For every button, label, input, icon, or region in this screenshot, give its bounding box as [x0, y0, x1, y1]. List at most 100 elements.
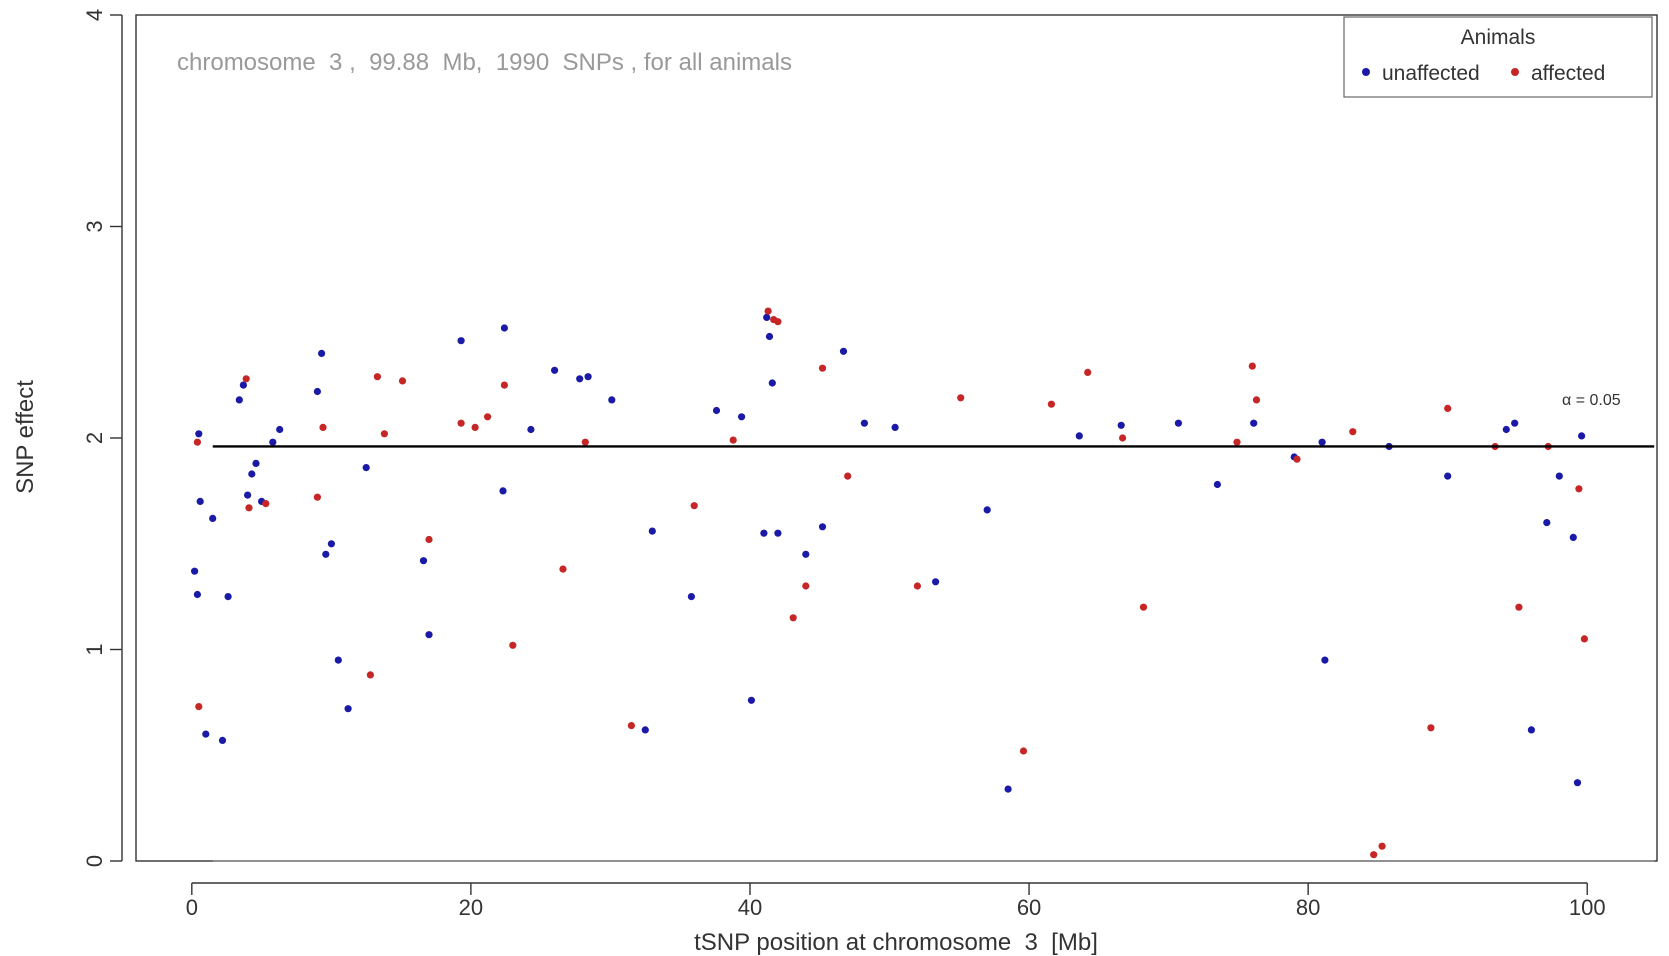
point-affected: [262, 500, 270, 508]
point-affected: [729, 436, 737, 444]
point-affected: [1349, 428, 1357, 436]
point-unaffected: [224, 593, 232, 601]
point-unaffected: [712, 406, 721, 415]
point-unaffected: [839, 347, 848, 355]
y-tick-label: 2: [82, 432, 107, 444]
point-unaffected: [765, 332, 774, 341]
point-affected: [195, 703, 203, 711]
legend-marker-affected: [1511, 68, 1519, 76]
point-unaffected: [648, 527, 656, 535]
point-unaffected: [584, 373, 592, 381]
legend: Animals unaffected affected: [1343, 16, 1653, 98]
point-unaffected: [747, 696, 756, 704]
point-affected: [1370, 851, 1378, 859]
point-affected: [1248, 362, 1256, 370]
point-affected: [319, 423, 327, 431]
point-affected: [425, 535, 433, 544]
point-unaffected: [500, 324, 508, 332]
point-affected: [789, 614, 797, 622]
point-unaffected: [527, 425, 535, 434]
point-unaffected: [244, 491, 252, 499]
y-axis-label: SNP effect: [12, 380, 39, 494]
point-unaffected: [774, 529, 782, 537]
point-affected: [559, 565, 567, 573]
point-unaffected: [276, 425, 284, 434]
point-unaffected: [891, 423, 899, 431]
point-unaffected: [763, 313, 771, 321]
legend-label-unaffected: unaffected: [1382, 62, 1480, 85]
point-unaffected: [202, 730, 210, 738]
point-unaffected: [322, 550, 330, 558]
point-unaffected: [499, 487, 507, 495]
point-affected: [1233, 438, 1241, 446]
point-affected: [581, 438, 589, 446]
point-affected: [471, 423, 479, 431]
point-affected: [957, 394, 965, 402]
point-unaffected: [191, 567, 199, 575]
x-tick-label: 100: [1569, 895, 1606, 920]
point-unaffected: [738, 413, 746, 421]
point-unaffected: [269, 438, 277, 446]
point-unaffected: [1569, 533, 1577, 542]
point-unaffected: [425, 631, 433, 639]
point-unaffected: [1555, 472, 1563, 480]
point-affected: [774, 318, 782, 326]
point-affected: [398, 377, 407, 385]
point-unaffected: [760, 529, 768, 537]
legend-marker-unaffected: [1362, 68, 1370, 76]
point-unaffected: [687, 593, 696, 601]
point-unaffected: [983, 506, 991, 514]
point-affected: [1427, 724, 1435, 732]
point-affected: [509, 641, 517, 649]
point-unaffected: [344, 705, 352, 713]
y-tick-label: 3: [82, 220, 107, 232]
point-affected: [1019, 747, 1028, 755]
point-unaffected: [1578, 432, 1586, 440]
legend-box: [1343, 16, 1653, 98]
point-unaffected: [802, 550, 810, 558]
x-tick-label: 20: [459, 895, 483, 920]
point-affected: [245, 504, 253, 512]
point-unaffected: [1004, 785, 1012, 793]
point-unaffected: [248, 470, 256, 478]
point-unaffected: [1543, 519, 1551, 527]
point-unaffected: [608, 396, 616, 404]
point-unaffected: [1502, 425, 1510, 434]
point-unaffected: [1250, 419, 1258, 427]
x-tick-label: 80: [1296, 895, 1320, 920]
point-affected: [500, 381, 508, 389]
point-unaffected: [334, 656, 342, 664]
point-unaffected: [196, 497, 204, 505]
x-tick-label: 40: [738, 895, 762, 920]
x-tick-label: 0: [186, 895, 198, 920]
point-affected: [1515, 603, 1523, 611]
point-affected: [802, 582, 810, 590]
point-affected: [1119, 434, 1127, 442]
point-affected: [313, 493, 321, 501]
point-unaffected: [239, 381, 247, 389]
point-affected: [913, 582, 922, 590]
point-affected: [627, 722, 636, 730]
point-unaffected: [235, 396, 243, 404]
point-affected: [1293, 455, 1301, 463]
point-unaffected: [1527, 726, 1535, 734]
x-tick-label: 60: [1017, 895, 1041, 920]
legend-title: Animals: [1461, 26, 1536, 49]
point-unaffected: [818, 523, 827, 531]
y-tick-label: 1: [82, 643, 107, 655]
y-tick-label: 4: [82, 9, 107, 21]
point-unaffected: [551, 366, 559, 374]
point-unaffected: [457, 337, 465, 345]
point-unaffected: [641, 726, 649, 734]
point-unaffected: [1075, 432, 1083, 440]
point-unaffected: [1444, 472, 1452, 480]
y-axis: 0 1 2 3 4: [82, 9, 123, 867]
point-unaffected: [1318, 438, 1326, 446]
point-affected: [366, 671, 374, 679]
y-tick-label: 0: [82, 855, 107, 867]
point-unaffected: [318, 349, 326, 357]
point-affected: [373, 373, 381, 381]
point-unaffected: [209, 514, 217, 523]
point-unaffected: [1117, 421, 1125, 429]
